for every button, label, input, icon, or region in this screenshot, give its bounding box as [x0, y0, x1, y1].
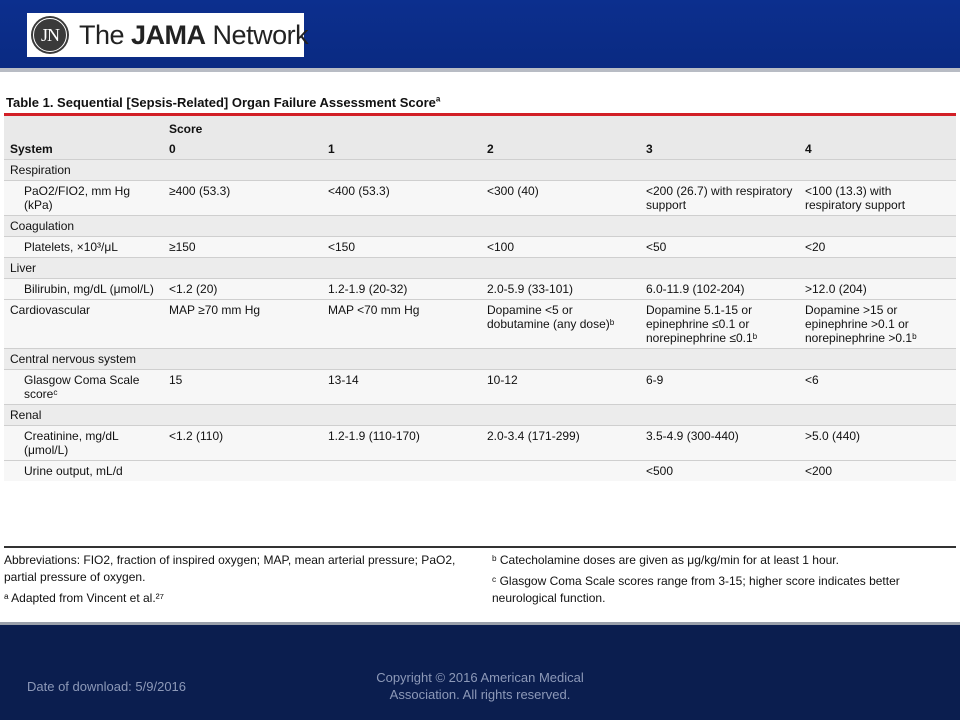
- score-cell: <6: [799, 369, 956, 405]
- slide-footer: Date of download: 5/9/2016 Copyright © 2…: [0, 625, 960, 720]
- score-col-header: 2: [481, 139, 640, 160]
- score-cell: <100 (13.3) with respiratory support: [799, 180, 956, 216]
- jama-network-logo: JN The JAMA Network: [27, 13, 309, 57]
- table-section-row: Central nervous system: [4, 348, 956, 370]
- score-cell: [322, 460, 481, 481]
- table-title: Table 1. Sequential [Sepsis-Related] Org…: [4, 93, 956, 116]
- score-cell: <500: [640, 460, 799, 481]
- table-row: Urine output, mL/d <500 <200: [4, 460, 956, 481]
- score-cell: 1.2-1.9 (20-32): [322, 278, 481, 300]
- abbreviations-note: Abbreviations: FIO2, fraction of inspire…: [4, 553, 456, 584]
- jn-logo-icon: JN: [31, 16, 69, 54]
- table-footnotes: Abbreviations: FIO2, fraction of inspire…: [4, 546, 956, 605]
- table-section-row: Respiration: [4, 159, 956, 181]
- section-label: Coagulation: [4, 215, 956, 237]
- footnote-b: ᵇ Catecholamine doses are given as μg/kg…: [492, 553, 839, 567]
- table-section-row: Coagulation: [4, 215, 956, 237]
- score-cell: 10-12: [481, 369, 640, 405]
- score-cell: <150: [322, 236, 481, 258]
- score-col-header: 3: [640, 139, 799, 160]
- score-cell: 15: [163, 369, 322, 405]
- footer-divider: [0, 622, 960, 625]
- score-cell: MAP <70 mm Hg: [322, 299, 481, 349]
- footnote-c: ᶜ Glasgow Coma Scale scores range from 3…: [492, 574, 900, 605]
- score-cell: <400 (53.3): [322, 180, 481, 216]
- score-cell: 2.0-5.9 (33-101): [481, 278, 640, 300]
- score-cell: 13-14: [322, 369, 481, 405]
- sofa-table-figure: Table 1. Sequential [Sepsis-Related] Org…: [4, 93, 956, 481]
- slide-header: JN The JAMA Network: [0, 0, 960, 68]
- table-section-row: Renal: [4, 404, 956, 426]
- score-header: Score: [163, 116, 956, 139]
- score-cell: >12.0 (204): [799, 278, 956, 300]
- section-label: Respiration: [4, 159, 956, 181]
- score-cell: <20: [799, 236, 956, 258]
- score-cell: 6-9: [640, 369, 799, 405]
- score-cell: 6.0-11.9 (102-204): [640, 278, 799, 300]
- table-section-row: Liver: [4, 257, 956, 279]
- section-label: Liver: [4, 257, 956, 279]
- row-label: Urine output, mL/d: [4, 460, 163, 481]
- score-cell: <100: [481, 236, 640, 258]
- row-label: Bilirubin, mg/dL (μmol/L): [4, 278, 163, 300]
- logo-text: The JAMA Network: [79, 20, 309, 50]
- system-header: System: [4, 139, 163, 160]
- sofa-table: Score System 0 1 2 3 4 Respiration PaO2/F…: [4, 116, 956, 481]
- score-cell: MAP ≥70 mm Hg: [163, 299, 322, 349]
- row-label: PaO2/FIO2, mm Hg (kPa): [4, 180, 163, 216]
- score-cell: [481, 460, 640, 481]
- row-label: Creatinine, mg/dL (μmol/L): [4, 425, 163, 461]
- score-cell: <200: [799, 460, 956, 481]
- table-row: Platelets, ×10³/μL ≥150 <150 <100 <50 <20: [4, 236, 956, 258]
- table-row: Bilirubin, mg/dL (μmol/L) <1.2 (20) 1.2-1.…: [4, 278, 956, 300]
- table-header-row-score: Score: [4, 116, 956, 139]
- score-cell: 3.5-4.9 (300-440): [640, 425, 799, 461]
- row-label: Glasgow Coma Scale scoreᶜ: [4, 369, 163, 405]
- score-cell: Dopamine >15 or epinephrine >0.1 or nore…: [799, 299, 956, 349]
- score-cell: [163, 460, 322, 481]
- row-label: Cardiovascular: [4, 299, 163, 349]
- score-cell: ≥150: [163, 236, 322, 258]
- score-cell: >5.0 (440): [799, 425, 956, 461]
- row-label: Platelets, ×10³/μL: [4, 236, 163, 258]
- score-col-header: 0: [163, 139, 322, 160]
- table-row: PaO2/FIO2, mm Hg (kPa) ≥400 (53.3) <400 (5…: [4, 180, 956, 216]
- score-cell: 1.2-1.9 (110-170): [322, 425, 481, 461]
- section-label: Central nervous system: [4, 348, 956, 370]
- score-cell: 2.0-3.4 (171-299): [481, 425, 640, 461]
- score-cell: <300 (40): [481, 180, 640, 216]
- score-cell: Dopamine <5 or dobutamine (any dose)ᵇ: [481, 299, 640, 349]
- download-date: Date of download: 5/9/2016: [27, 679, 187, 694]
- copyright-notice: Copyright © 2016 American Medical Associ…: [376, 670, 584, 702]
- score-cell: ≥400 (53.3): [163, 180, 322, 216]
- footnote-a: ᵃ Adapted from Vincent et al.²⁷: [4, 591, 165, 605]
- score-cell: <1.2 (20): [163, 278, 322, 300]
- section-label: Renal: [4, 404, 956, 426]
- table-row: Glasgow Coma Scale scoreᶜ 15 13-14 10-12 6-9…: [4, 369, 956, 405]
- score-cell: <1.2 (110): [163, 425, 322, 461]
- score-cell: Dopamine 5.1-15 or epinephrine ≤0.1 or n…: [640, 299, 799, 349]
- score-cell: <200 (26.7) with respiratory support: [640, 180, 799, 216]
- score-col-header: 4: [799, 139, 956, 160]
- table-row: Creatinine, mg/dL (μmol/L) <1.2 (110) 1.2-…: [4, 425, 956, 461]
- score-cell: <50: [640, 236, 799, 258]
- score-col-header: 1: [322, 139, 481, 160]
- table-header-row-columns: System 0 1 2 3 4: [4, 139, 956, 160]
- header-divider: [0, 68, 960, 72]
- table-row: Cardiovascular MAP ≥70 mm Hg MAP <70 mm Hg…: [4, 299, 956, 349]
